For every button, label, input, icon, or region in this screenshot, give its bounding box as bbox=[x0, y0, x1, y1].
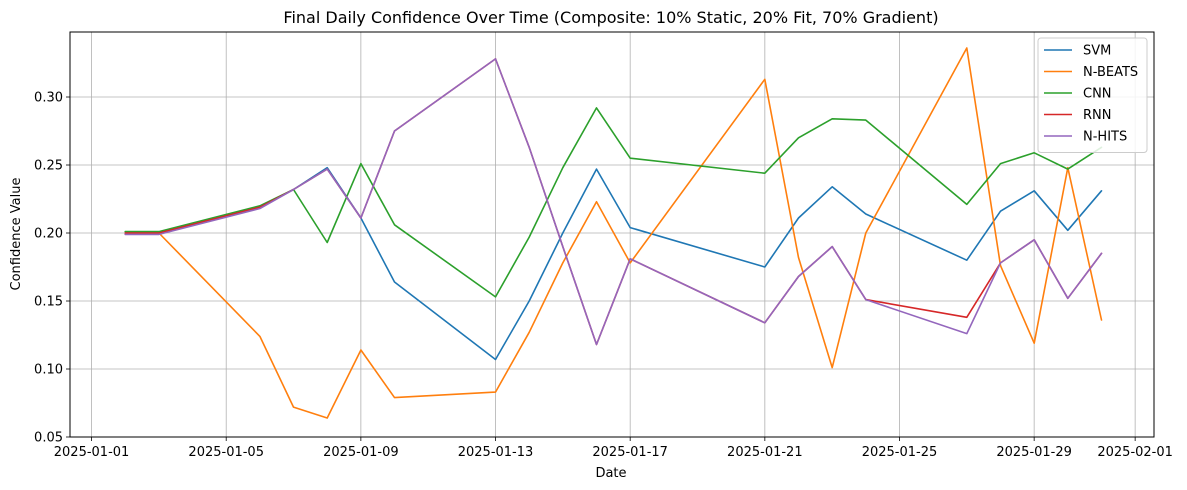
x-tick-label: 2025-01-13 bbox=[458, 445, 534, 460]
x-tick-label: 2025-01-21 bbox=[727, 445, 803, 460]
legend-box bbox=[1037, 37, 1148, 153]
legend-label-n-beats: N-BEATS bbox=[1083, 65, 1138, 80]
y-tick-label: 0.05 bbox=[34, 431, 63, 446]
y-tick-label: 0.10 bbox=[34, 363, 63, 378]
grid bbox=[70, 32, 1154, 438]
x-tick-label: 2025-01-05 bbox=[188, 445, 264, 460]
legend: SVM N-BEATS CNN RNN N-HITS bbox=[1037, 37, 1148, 153]
y-tick-label: 0.25 bbox=[34, 159, 63, 174]
x-tick-label: 2025-01-09 bbox=[323, 445, 399, 460]
chart-title: Final Daily Confidence Over Time (Compos… bbox=[283, 8, 938, 27]
series-line-cnn bbox=[124, 107, 1103, 298]
series-lines bbox=[124, 47, 1103, 419]
x-tick-label: 2025-01-29 bbox=[996, 445, 1072, 460]
x-tick-label: 2025-01-25 bbox=[862, 445, 938, 460]
plot-frame bbox=[69, 31, 1155, 438]
y-tick-label: 0.30 bbox=[34, 91, 63, 106]
axis-ticks: 2025-01-01 2025-01-05 2025-01-09 2025-01-13… bbox=[34, 91, 1173, 460]
series-line-svm bbox=[124, 166, 1103, 361]
x-tick-label: 2025-02-01 bbox=[1097, 445, 1173, 460]
legend-label-cnn: CNN bbox=[1083, 87, 1112, 102]
legend-label-svm: SVM bbox=[1083, 44, 1111, 59]
x-axis-title: Date bbox=[595, 466, 626, 481]
legend-label-rnn: RNN bbox=[1083, 108, 1111, 123]
x-tick-label: 2025-01-01 bbox=[54, 445, 130, 460]
y-axis-title: Confidence Value bbox=[9, 178, 24, 291]
y-tick-label: 0.20 bbox=[34, 227, 63, 242]
x-tick-label: 2025-01-17 bbox=[592, 445, 668, 460]
series-line-n-beats bbox=[124, 47, 1103, 419]
y-tick-label: 0.15 bbox=[34, 295, 63, 310]
series-line-n-hits bbox=[124, 58, 1103, 346]
legend-label-n-hits: N-HITS bbox=[1083, 130, 1127, 145]
